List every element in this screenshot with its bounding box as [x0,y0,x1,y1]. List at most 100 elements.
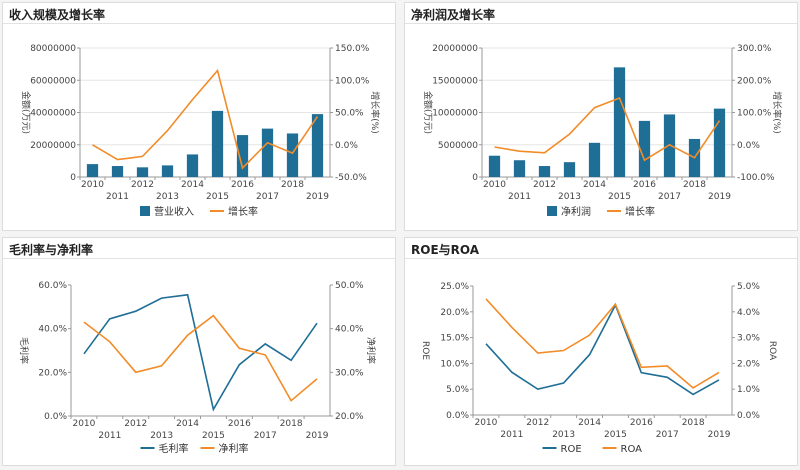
y-right-tick-label: 300.0% [737,44,772,54]
x-tick-label: 2015 [206,192,229,202]
chart-title: 净利润及增长率 [411,8,496,22]
panel-profit: 净利润及增长率 0 5000000 10000000 15000000 20000000… [404,2,798,231]
y-right-tick-label: 100.0% [335,76,370,86]
title-divider [405,258,797,259]
x-tick-label: 2014 [583,180,606,190]
y-right-axis-title: 净利率 [365,337,377,364]
y-left-tick-label: 40000000 [30,109,76,119]
x-tick-label: 2011 [106,192,129,202]
y-right-tick-label: -50.0% [335,173,367,183]
x-tick-label: 2019 [708,430,731,440]
x-tick-label: 2019 [708,192,731,202]
x-tick-label: 2010 [81,180,104,190]
x-tick-label: 2017 [658,192,681,202]
y-left-tick-label: 20.0% [38,368,67,378]
y-right-axis-title: ROA [767,341,777,361]
x-tick-label: 2018 [683,180,706,190]
bar [261,128,274,177]
bar [86,164,99,177]
y-right-tick-label: 40.0% [335,325,364,335]
y-left-tick-label: 10.0% [440,359,469,369]
y-left-tick-label: 40.0% [38,325,67,335]
bar [613,67,626,177]
y-right-tick-label: 1.0% [737,385,760,395]
y-left-tick-label: 5000000 [438,141,478,151]
y-left-tick-label: 15.0% [440,334,469,344]
y-left-tick-label: 0 [70,173,76,183]
legend-swatch [547,206,557,216]
y-right-tick-label: 200.0% [737,76,772,86]
y-right-tick-label: 0.0% [737,411,760,421]
bar [286,133,299,177]
legend-label: ROA [621,444,643,455]
bar [488,155,501,177]
x-tick-label: 2013 [156,192,179,202]
series-line [485,303,720,396]
roe-roa-chart: 0.0% 5.0% 10.0% 15.0% 20.0% 25.0% 0.0% 1.0% 2.0%… [420,282,777,455]
bar [563,162,576,177]
bar [638,120,651,177]
y-right-tick-label: 50.0% [335,281,364,291]
legend-label: 营业收入 [154,205,194,218]
y-left-tick-label: 20.0% [440,308,469,318]
legend-label: 净利率 [219,442,249,455]
y-right-tick-label: 2.0% [737,359,760,369]
panel-revenue: 收入规模及增长率 0 20000000 40000000 60000000 800000… [2,2,396,231]
x-tick-label: 2010 [483,180,506,190]
y-left-axis-title: 毛利率 [18,337,30,364]
y-left-tick-label: 60.0% [38,281,67,291]
y-right-tick-label: 5.0% [737,282,760,292]
series-line [83,314,318,402]
legend-label: ROE [561,444,582,455]
x-tick-label: 2013 [552,430,575,440]
y-right-tick-label: 100.0% [737,109,772,119]
y-left-tick-label: 20000000 [432,44,478,54]
x-tick-label: 2016 [231,180,254,190]
legend-swatch [140,206,150,216]
x-tick-label: 2010 [72,419,95,429]
x-tick-label: 2011 [98,431,121,441]
y-right-tick-label: 0.0% [335,141,358,151]
y-right-tick-label: 3.0% [737,334,760,344]
x-tick-label: 2016 [228,419,251,429]
bar [236,135,249,177]
x-tick-label: 2012 [526,418,549,428]
x-tick-label: 2012 [124,419,147,429]
y-left-tick-label: 5.0% [446,385,469,395]
legend-label: 毛利率 [159,442,189,455]
y-left-tick-label: 0 [472,173,478,183]
title-divider [405,23,797,24]
chart-title: ROE与ROA [411,243,480,257]
chart-title: 毛利率与净利率 [9,243,94,257]
bar [513,160,526,177]
x-tick-label: 2012 [533,180,556,190]
x-tick-label: 2014 [578,418,601,428]
x-tick-label: 2016 [633,180,656,190]
x-tick-label: 2011 [508,192,531,202]
revenue-chart: 0 20000000 40000000 60000000 80000000 -50.0% 0… [20,44,381,218]
panel-roe-roa: ROE与ROA 0.0% 5.0% 10.0% 15.0% 20.0% 25.0% 0.0%… [404,237,798,466]
x-tick-label: 2015 [608,192,631,202]
x-tick-label: 2014 [181,180,204,190]
y-right-tick-label: 30.0% [335,368,364,378]
x-tick-label: 2014 [176,419,199,429]
bar [186,154,199,177]
y-right-axis-title: 增长率(%) [369,91,381,134]
title-divider [3,258,395,259]
x-tick-label: 2013 [558,192,581,202]
x-tick-label: 2018 [682,418,705,428]
chart-title: 收入规模及增长率 [9,8,106,22]
series-line [83,293,318,412]
y-right-tick-label: 50.0% [335,109,364,119]
bar [311,114,324,177]
y-right-tick-label: 0.0% [737,141,760,151]
bar [211,110,224,177]
series-line [485,298,720,389]
y-right-tick-label: -100.0% [737,173,775,183]
x-tick-label: 2016 [630,418,653,428]
x-tick-label: 2013 [150,431,173,441]
y-right-tick-label: 4.0% [737,308,760,318]
bar [588,142,601,177]
x-tick-label: 2010 [474,418,497,428]
x-tick-label: 2012 [131,180,154,190]
